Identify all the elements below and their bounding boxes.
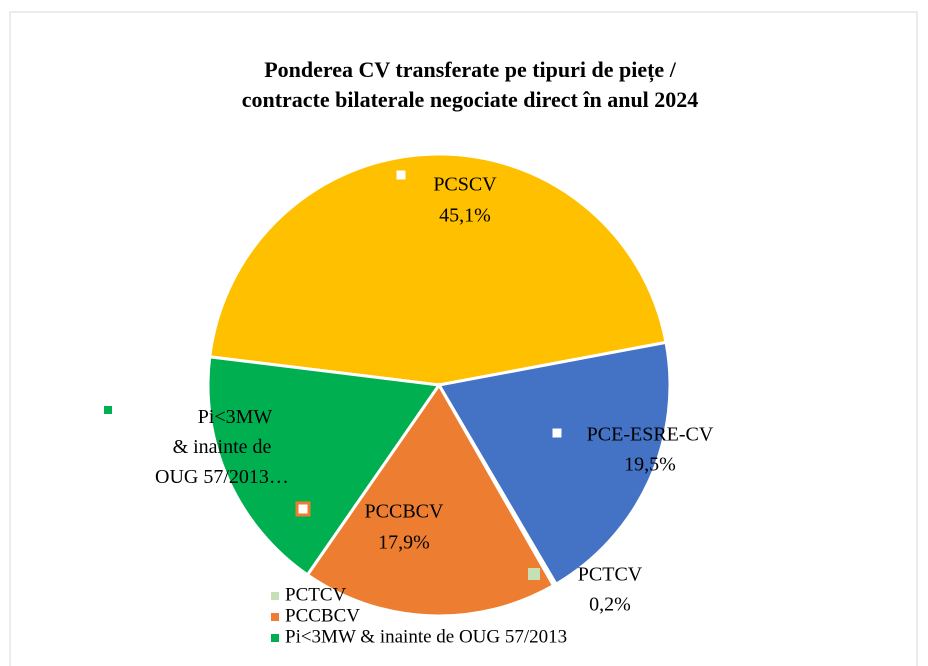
pie-slice	[208, 152, 668, 387]
chart-title: Ponderea CV transferate pe tipuri de pie…	[264, 57, 677, 83]
pie-slice	[436, 340, 672, 587]
label-marker	[528, 568, 540, 580]
label-marker	[393, 167, 409, 183]
data-label-name: PCE-ESRE-CV	[587, 424, 714, 446]
legend-label: Pi<3MW & inainte de OUG 57/2013	[285, 626, 567, 647]
label-marker	[104, 406, 112, 414]
data-label-name: Pi<3MW & inainte de OUG 57/2013…	[155, 406, 289, 488]
data-label-value: 19,5%	[624, 454, 676, 476]
label-marker	[295, 501, 311, 517]
chart-title: contracte bilaterale negociate direct în…	[242, 87, 699, 112]
legend-swatch	[271, 613, 279, 621]
label-marker	[549, 425, 565, 441]
legend-label: PCCBCV	[285, 605, 360, 626]
pie-slice	[305, 382, 556, 618]
pie-slice	[206, 355, 442, 577]
data-label-name: PCTCV	[578, 564, 643, 586]
legend-swatch	[271, 592, 279, 600]
data-label-name: PCSCV	[433, 174, 497, 196]
legend-swatch	[271, 634, 279, 642]
legend-label: PCTCV	[285, 584, 347, 605]
data-label-name: PCCBCV	[365, 501, 444, 523]
data-label-value: 17,9%	[378, 532, 430, 554]
data-label-value: 45,1%	[439, 205, 491, 227]
data-label-value: 0,2%	[589, 594, 631, 616]
